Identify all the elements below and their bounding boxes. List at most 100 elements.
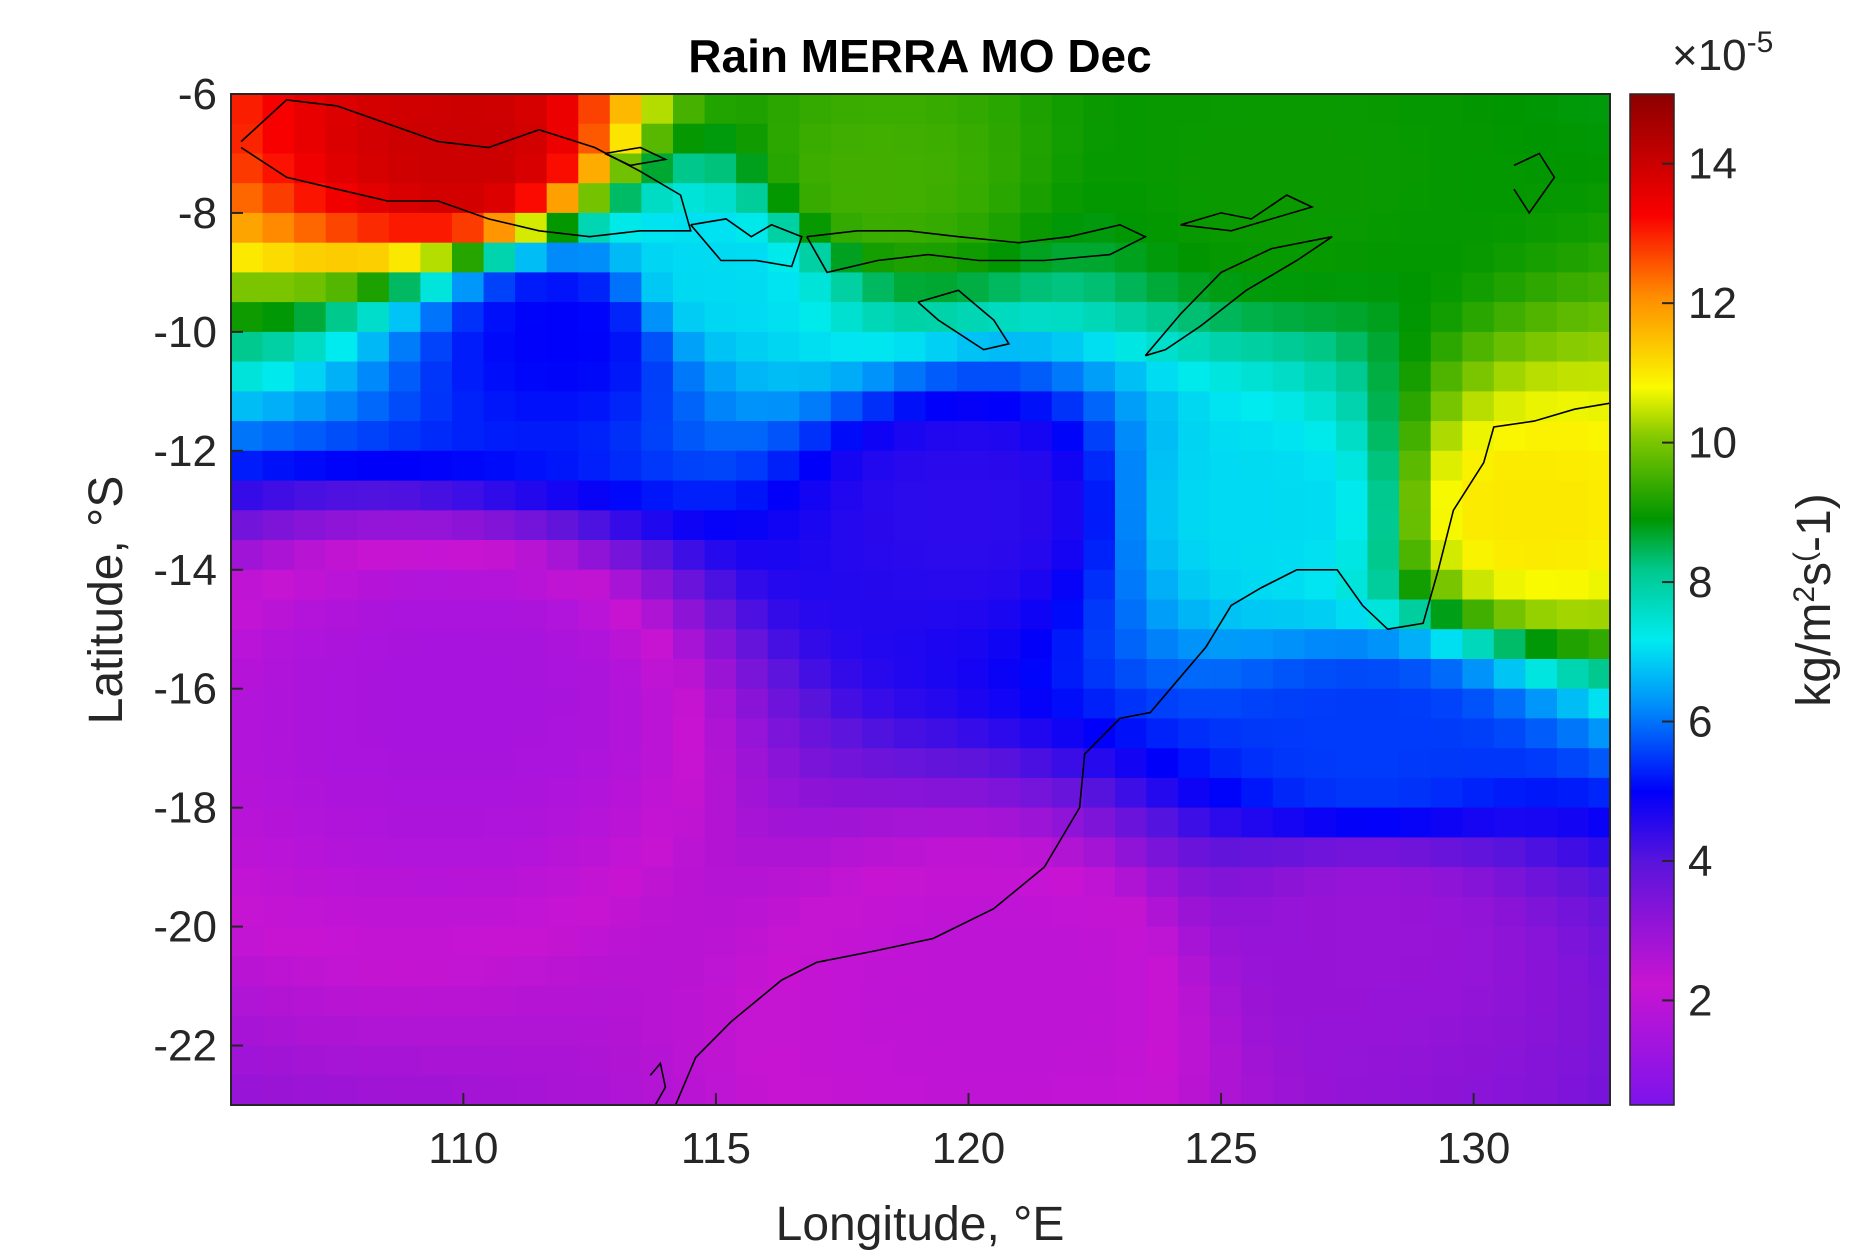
heatmap-cell <box>894 331 927 363</box>
heatmap-cell <box>609 302 642 333</box>
heatmap-cell <box>294 331 327 363</box>
heatmap-cell <box>799 867 832 898</box>
heatmap-cell <box>1272 183 1305 214</box>
heatmap-cell <box>1304 569 1337 601</box>
heatmap-cell <box>609 94 642 125</box>
heatmap-cell <box>1178 183 1211 214</box>
heatmap-cell <box>1304 718 1337 749</box>
heatmap-cell <box>452 302 485 333</box>
heatmap-cell <box>1272 659 1305 690</box>
heatmap-cell <box>1272 361 1305 392</box>
heatmap-cell <box>1051 361 1084 392</box>
heatmap-cell <box>1588 540 1611 571</box>
heatmap-cell <box>294 1045 327 1076</box>
heatmap-cell <box>546 867 579 898</box>
heatmap-cell <box>1557 807 1590 838</box>
heatmap-cell <box>1272 94 1305 125</box>
heatmap-cell <box>1493 1015 1526 1047</box>
heatmap-cell <box>1525 391 1558 422</box>
heatmap-cell <box>1588 867 1611 898</box>
heatmap-cell <box>1020 242 1053 273</box>
heatmap-cell <box>609 896 642 928</box>
heatmap-cell <box>262 748 295 779</box>
heatmap-cell <box>231 510 264 541</box>
heatmap-cell <box>1367 1045 1400 1076</box>
heatmap-cell <box>1272 212 1305 244</box>
heatmap-cell <box>1399 153 1432 184</box>
heatmap-cell <box>1209 748 1242 779</box>
heatmap-cell <box>673 1045 706 1076</box>
heatmap-cell <box>231 212 264 244</box>
heatmap-cell <box>704 302 737 333</box>
heatmap-cell <box>294 599 327 630</box>
heatmap-cell <box>1241 986 1274 1017</box>
heatmap-cell <box>609 1045 642 1076</box>
heatmap-cell <box>1272 629 1305 660</box>
heatmap-cell <box>641 302 674 333</box>
heatmap-cell <box>767 302 800 333</box>
heatmap-cell <box>1051 450 1084 482</box>
heatmap-cell <box>1367 986 1400 1017</box>
heatmap-cell <box>1493 480 1526 511</box>
heatmap-cell <box>388 599 422 630</box>
heatmap-cell <box>1430 926 1463 957</box>
heatmap-cell <box>452 94 485 125</box>
heatmap-cell <box>325 659 358 690</box>
heatmap-cell <box>1462 896 1495 928</box>
heatmap-cell <box>1367 272 1400 303</box>
heatmap-cell <box>1020 153 1053 184</box>
heatmap-cell <box>1209 659 1242 690</box>
heatmap-cell <box>357 421 390 452</box>
heatmap-cell <box>1020 391 1053 422</box>
heatmap-cell <box>736 123 769 154</box>
heatmap-cell <box>578 837 611 868</box>
heatmap-cell <box>231 331 264 363</box>
heatmap-cell <box>262 986 295 1017</box>
heatmap-cell <box>704 361 737 392</box>
heatmap-cell <box>1336 242 1369 273</box>
heatmap-cell <box>1115 896 1148 928</box>
heatmap-cell <box>1272 688 1305 719</box>
heatmap-cell <box>388 867 422 898</box>
heatmap-cell <box>767 1045 800 1076</box>
heatmap-cell <box>578 688 611 719</box>
heatmap-cell <box>1336 391 1369 422</box>
heatmap-cell <box>609 361 642 392</box>
heatmap-cell <box>1115 450 1148 482</box>
heatmap-cell <box>673 123 706 154</box>
heatmap-cell <box>704 777 737 809</box>
heatmap-cell <box>1146 1045 1179 1076</box>
heatmap-cell <box>231 777 264 809</box>
heatmap-cell <box>925 718 958 749</box>
heatmap-cell <box>1272 956 1305 987</box>
heatmap-cell <box>925 1045 958 1076</box>
heatmap-cell <box>231 986 264 1017</box>
heatmap-cell <box>957 569 990 601</box>
heatmap-cell <box>609 331 642 363</box>
heatmap-cell <box>1146 896 1179 928</box>
heatmap-cell <box>546 986 579 1017</box>
heatmap-cell <box>420 421 453 452</box>
heatmap-cell <box>1115 94 1148 125</box>
heatmap-cell <box>1241 94 1274 125</box>
heatmap-cell <box>894 956 927 987</box>
heatmap-cell <box>641 659 674 690</box>
heatmap-cell <box>1020 688 1053 719</box>
heatmap-cell <box>1336 123 1369 154</box>
heatmap-cell <box>357 837 390 868</box>
heatmap-cell <box>1304 748 1337 779</box>
heatmap-cell <box>1051 926 1084 957</box>
heatmap-cell <box>388 1075 422 1106</box>
heatmap-cell <box>799 183 832 214</box>
heatmap-cell <box>1336 450 1369 482</box>
heatmap-cell <box>1272 510 1305 541</box>
heatmap-cell <box>1430 153 1463 184</box>
heatmap-cell <box>1588 837 1611 868</box>
heatmap-cell <box>704 212 737 244</box>
heatmap-cell <box>767 659 800 690</box>
heatmap-cell <box>452 748 485 779</box>
heatmap-cell <box>1083 777 1116 809</box>
heatmap-cell <box>1399 540 1432 571</box>
heatmap-cell <box>388 688 422 719</box>
